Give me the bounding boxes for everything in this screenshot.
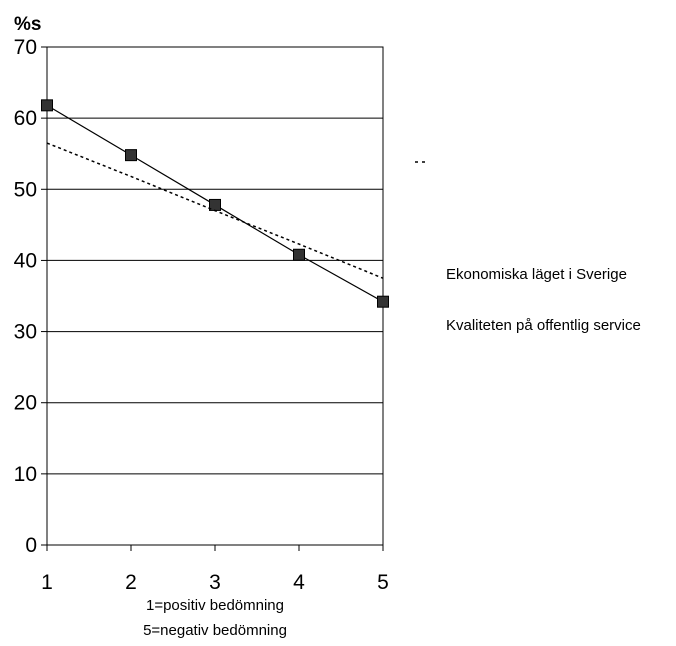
series-1-marker-5 <box>377 295 389 308</box>
series-1-marker-1 <box>41 99 53 112</box>
y-tick-label-50: 50 <box>14 178 37 201</box>
plot-area <box>46 46 384 546</box>
x-axis-title-line-1: 1=positiv bedömning <box>146 597 284 614</box>
plot-border <box>46 46 384 546</box>
y-tick-label-70: 70 <box>14 36 37 59</box>
y-tick-label-60: 60 <box>14 107 37 130</box>
x-tick-label-1: 1 <box>41 571 53 594</box>
series-line-2 <box>46 142 384 279</box>
x-tick-label-2: 2 <box>125 571 137 594</box>
x-axis-title-line-2: 5=negativ bedömning <box>143 622 287 639</box>
legend: Ekonomiska läget i Sverige Kvaliteten på… <box>415 161 641 334</box>
x-tick-label-3: 3 <box>209 571 221 594</box>
x-axis: 1 2 3 4 5 <box>41 545 389 594</box>
legend-label-kvaliteten: Kvaliteten på offentlig service <box>446 317 641 334</box>
series-1-marker-2 <box>125 149 137 162</box>
y-tick-label-0: 0 <box>25 534 37 557</box>
y-tick-label-30: 30 <box>14 321 37 344</box>
y-tick-label-40: 40 <box>14 249 37 272</box>
series-layer <box>41 99 389 308</box>
series-1-marker-4 <box>293 248 305 261</box>
y-axis-title: %s <box>14 14 41 35</box>
y-axis: 0 10 20 30 40 50 60 70 <box>14 36 47 557</box>
gridlines <box>47 117 383 475</box>
legend-label-ekonomiska: Ekonomiska läget i Sverige <box>446 266 627 283</box>
y-tick-label-20: 20 <box>14 392 37 415</box>
y-tick-label-10: 10 <box>14 463 37 486</box>
x-tick-label-4: 4 <box>293 571 305 594</box>
x-tick-label-5: 5 <box>377 571 389 594</box>
